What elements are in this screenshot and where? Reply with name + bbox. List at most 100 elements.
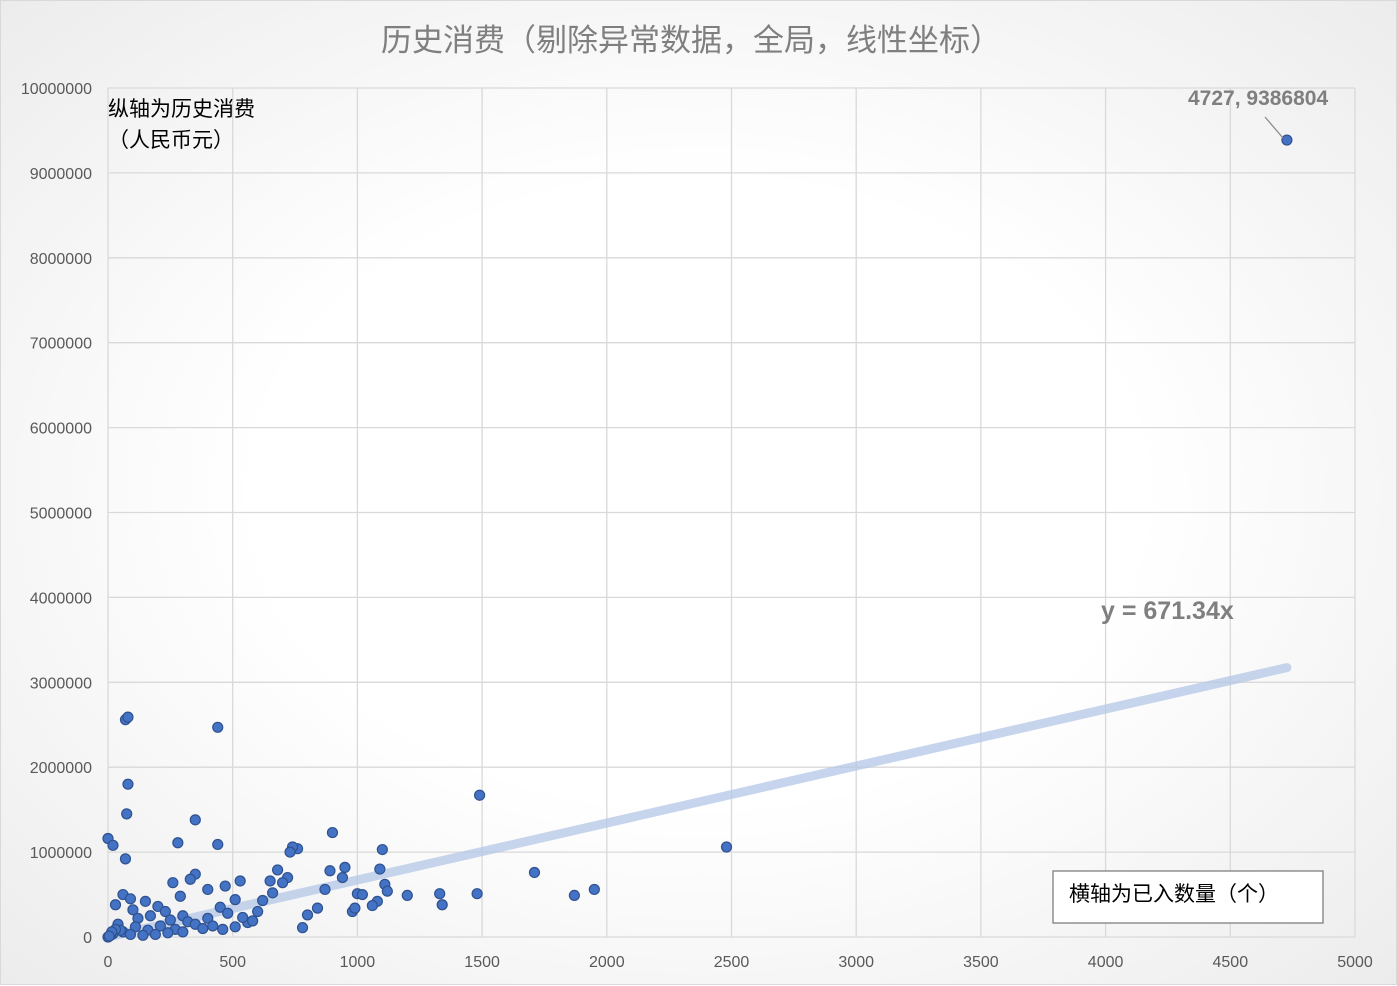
- data-point: [267, 887, 279, 899]
- data-point: [124, 928, 137, 941]
- y-tick-label: 8000000: [30, 251, 92, 268]
- data-point: [122, 778, 134, 790]
- y-axis-label-line-1: 纵轴为历史消费: [108, 97, 255, 121]
- data-point: [588, 883, 600, 896]
- data-point: [349, 902, 361, 914]
- data-point: [109, 899, 122, 911]
- data-point: [162, 927, 174, 939]
- data-point: [234, 875, 246, 887]
- x-tick-label: 1500: [464, 954, 500, 971]
- data-point: [174, 890, 186, 902]
- x-axis-label-text: 横轴为已入数量（个）: [1069, 882, 1279, 906]
- data-point: [319, 883, 331, 896]
- data-point: [202, 912, 214, 924]
- data-points: [102, 134, 1293, 943]
- y-tick-label: 0: [83, 930, 92, 947]
- data-point: [1281, 134, 1293, 146]
- data-point: [324, 865, 336, 877]
- data-point: [568, 889, 580, 901]
- data-point: [264, 875, 276, 887]
- x-tick-label: 2000: [589, 954, 625, 971]
- y-tick-label: 5000000: [30, 506, 92, 523]
- x-tick-label: 5000: [1337, 954, 1373, 971]
- gridlines: [107, 87, 1356, 938]
- data-point: [207, 920, 219, 932]
- data-point: [167, 877, 179, 889]
- data-point: [164, 914, 176, 926]
- data-point: [339, 861, 351, 873]
- data-point: [720, 841, 733, 853]
- data-point: [276, 877, 289, 889]
- data-point: [366, 899, 378, 912]
- data-point: [212, 838, 224, 851]
- data-point: [122, 711, 134, 723]
- data-point: [471, 888, 483, 900]
- data-point: [229, 921, 241, 933]
- data-point: [528, 866, 541, 879]
- data-point: [374, 863, 386, 875]
- y-tick-label: 1000000: [30, 845, 92, 862]
- data-point: [197, 922, 209, 935]
- annotation-leader-line: [1264, 116, 1284, 139]
- y-tick-label: 6000000: [30, 421, 92, 438]
- data-point: [202, 883, 214, 896]
- data-point: [336, 871, 349, 884]
- data-point: [326, 826, 339, 839]
- trendline: y = 671.34x: [103, 597, 1292, 942]
- data-point: [296, 922, 309, 934]
- data-point: [214, 901, 226, 913]
- data-point: [212, 721, 224, 733]
- y-tick-label: 3000000: [30, 675, 92, 692]
- data-point: [376, 843, 388, 856]
- chart-title: 历史消费（剔除异常数据，全局，线性坐标）: [381, 23, 1001, 59]
- data-point: [252, 905, 264, 918]
- data-point: [311, 902, 324, 914]
- data-point: [271, 864, 284, 876]
- data-point: [152, 900, 164, 913]
- data-point: [474, 789, 486, 801]
- y-axis-ticks: 0 1000000 2000000 3000000 4000000 5000000 6000…: [21, 81, 92, 947]
- data-point: [124, 893, 137, 905]
- data-point: [257, 894, 269, 907]
- data-point: [137, 929, 149, 941]
- x-axis-label-box: [1052, 870, 1324, 924]
- x-axis-ticks: 0 500 1000 1500 2000 2500 3000 3500 4000 4500 5000: [104, 954, 1373, 971]
- data-point: [401, 889, 413, 901]
- data-point: [172, 837, 184, 849]
- x-tick-label: 0: [104, 954, 113, 971]
- data-point: [219, 880, 231, 892]
- y-tick-label: 2000000: [30, 760, 92, 777]
- data-point: [356, 888, 368, 901]
- y-axis-label-line-2: （人民币元）: [108, 128, 234, 152]
- data-point: [107, 839, 119, 851]
- data-point: [144, 910, 156, 922]
- data-point: [159, 905, 171, 918]
- y-axis-label: 纵轴为历史消费 （人民币元）: [108, 97, 255, 152]
- data-point: [229, 894, 241, 906]
- data-point: [119, 853, 132, 865]
- x-tick-label: 2500: [714, 954, 750, 971]
- annotation-label: 4727, 9386804: [1188, 87, 1328, 110]
- x-tick-label: 3500: [963, 954, 999, 971]
- data-point: [139, 895, 152, 907]
- data-point: [436, 899, 448, 911]
- y-tick-label: 9000000: [30, 166, 92, 183]
- data-point: [247, 915, 259, 927]
- data-point: [177, 926, 189, 938]
- data-point: [301, 909, 314, 921]
- y-tick-label: 10000000: [21, 81, 92, 98]
- data-point: [127, 904, 139, 916]
- data-point: [217, 923, 229, 935]
- data-point: [129, 921, 142, 933]
- data-point: [434, 888, 446, 900]
- x-tick-label: 3000: [838, 954, 874, 971]
- trendline-line: [103, 663, 1292, 942]
- x-tick-label: 4500: [1213, 954, 1249, 971]
- data-point: [284, 846, 296, 858]
- data-point: [149, 928, 161, 941]
- data-point: [103, 930, 115, 942]
- data-point: [121, 808, 133, 820]
- x-axis-label: 横轴为已入数量（个）: [1052, 870, 1324, 924]
- x-tick-label: 500: [219, 954, 246, 971]
